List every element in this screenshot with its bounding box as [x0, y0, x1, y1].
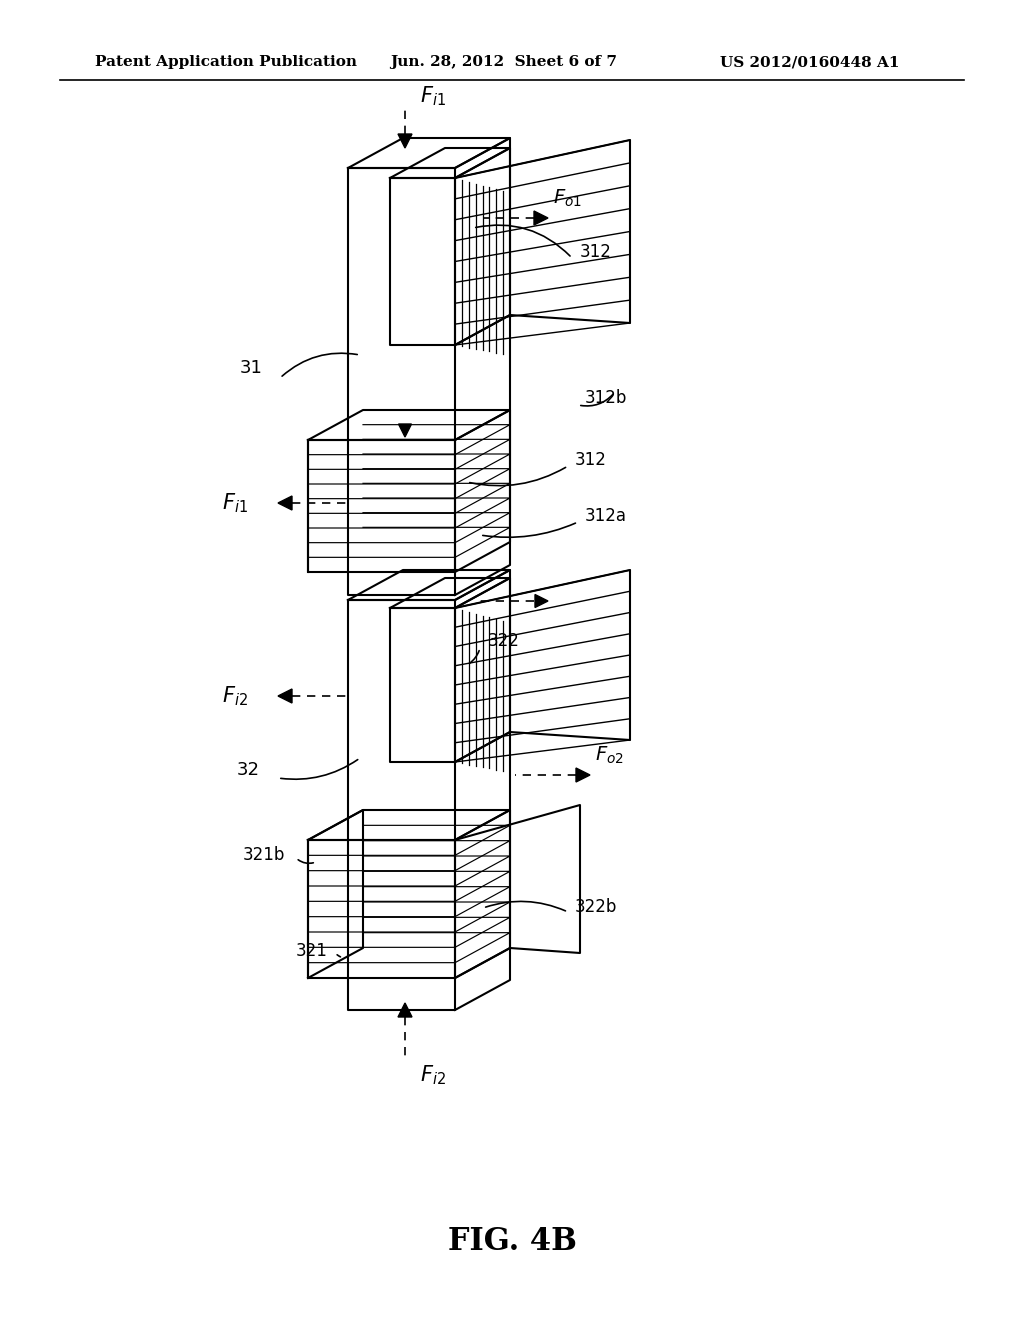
Polygon shape [534, 211, 548, 224]
Text: 312a: 312a [585, 507, 627, 525]
Polygon shape [278, 496, 292, 510]
Text: $F_{o2}$: $F_{o2}$ [595, 744, 624, 766]
Text: 312b: 312b [585, 389, 628, 407]
Text: $F_{i1}$: $F_{i1}$ [420, 84, 445, 108]
Text: 321: 321 [296, 942, 328, 960]
Text: $F_{i2}$: $F_{i2}$ [420, 1063, 445, 1086]
Polygon shape [398, 1003, 412, 1016]
Polygon shape [398, 424, 412, 437]
Polygon shape [575, 768, 590, 781]
Polygon shape [398, 135, 412, 148]
Text: 322: 322 [488, 632, 520, 649]
Text: 322b: 322b [575, 898, 617, 916]
Polygon shape [535, 594, 548, 607]
Text: Patent Application Publication: Patent Application Publication [95, 55, 357, 69]
Text: 32: 32 [237, 762, 260, 779]
Text: 31: 31 [240, 359, 263, 378]
Text: US 2012/0160448 A1: US 2012/0160448 A1 [720, 55, 899, 69]
Text: $F_{i2}$: $F_{i2}$ [222, 684, 248, 708]
Text: 312: 312 [580, 243, 612, 261]
Text: Jun. 28, 2012  Sheet 6 of 7: Jun. 28, 2012 Sheet 6 of 7 [390, 55, 617, 69]
Polygon shape [278, 689, 292, 704]
Text: FIG. 4B: FIG. 4B [447, 1226, 577, 1258]
Text: 312: 312 [575, 451, 607, 469]
Text: 321b: 321b [243, 846, 285, 865]
Text: $F_{o1}$: $F_{o1}$ [553, 187, 582, 209]
Text: $F_{i1}$: $F_{i1}$ [222, 491, 248, 515]
